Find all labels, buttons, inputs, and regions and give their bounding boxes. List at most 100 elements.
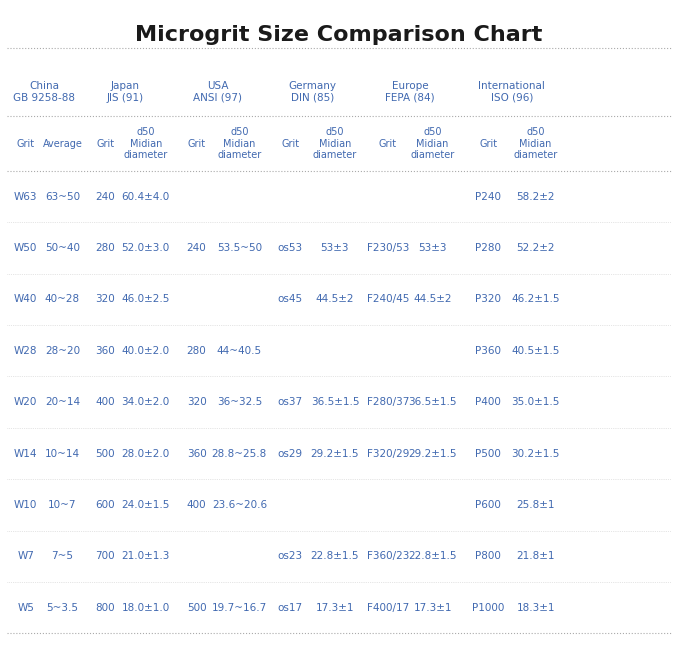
Text: 30.2±1.5: 30.2±1.5 [511, 448, 560, 459]
Text: 63~50: 63~50 [45, 192, 80, 202]
Text: 500: 500 [96, 448, 115, 459]
Text: d50
Midian
diameter: d50 Midian diameter [313, 127, 357, 160]
Text: P400: P400 [475, 397, 501, 407]
Text: 360: 360 [95, 346, 115, 356]
Text: d50
Midian
diameter: d50 Midian diameter [123, 127, 168, 160]
Text: 320: 320 [95, 294, 115, 304]
Text: os53: os53 [277, 243, 303, 253]
Text: os45: os45 [277, 294, 303, 304]
Text: P240: P240 [475, 192, 501, 202]
Text: W7: W7 [18, 551, 34, 561]
Text: Microgrit Size Comparison Chart: Microgrit Size Comparison Chart [136, 25, 542, 45]
Text: Grit: Grit [188, 139, 205, 148]
Text: 44~40.5: 44~40.5 [217, 346, 262, 356]
Text: Grit: Grit [379, 139, 397, 148]
Text: W63: W63 [14, 192, 37, 202]
Text: Europe
FEPA (84): Europe FEPA (84) [385, 81, 435, 103]
Text: USA
ANSI (97): USA ANSI (97) [193, 81, 242, 103]
Text: 36~32.5: 36~32.5 [217, 397, 262, 407]
Text: P360: P360 [475, 346, 501, 356]
Text: 23.6~20.6: 23.6~20.6 [212, 500, 267, 510]
Text: 320: 320 [186, 397, 207, 407]
Text: 280: 280 [95, 243, 115, 253]
Text: 21.0±1.3: 21.0±1.3 [121, 551, 170, 561]
Text: os23: os23 [277, 551, 303, 561]
Text: 19.7~16.7: 19.7~16.7 [212, 602, 267, 613]
Text: 53±3: 53±3 [321, 243, 349, 253]
Text: W14: W14 [14, 448, 37, 459]
Text: 600: 600 [96, 500, 115, 510]
Text: F230/53: F230/53 [367, 243, 409, 253]
Text: os37: os37 [277, 397, 303, 407]
Text: 7~5: 7~5 [52, 551, 73, 561]
Text: os17: os17 [277, 602, 303, 613]
Text: d50
Midian
diameter: d50 Midian diameter [217, 127, 262, 160]
Text: 44.5±2: 44.5±2 [316, 294, 354, 304]
Text: W28: W28 [14, 346, 37, 356]
Text: 52.2±2: 52.2±2 [517, 243, 555, 253]
Text: 240: 240 [95, 192, 115, 202]
Text: 60.4±4.0: 60.4±4.0 [121, 192, 170, 202]
Text: 400: 400 [187, 500, 206, 510]
Text: Grit: Grit [17, 139, 35, 148]
Text: Average: Average [43, 139, 82, 148]
Text: W40: W40 [14, 294, 37, 304]
Text: 10~7: 10~7 [48, 500, 77, 510]
Text: China
GB 9258-88: China GB 9258-88 [13, 81, 75, 103]
Text: 500: 500 [187, 602, 206, 613]
Text: 35.0±1.5: 35.0±1.5 [511, 397, 560, 407]
Text: 58.2±2: 58.2±2 [517, 192, 555, 202]
Text: 18.3±1: 18.3±1 [517, 602, 555, 613]
Text: F360/23: F360/23 [367, 551, 409, 561]
Text: Grit: Grit [281, 139, 299, 148]
Text: Japan
JIS (91): Japan JIS (91) [107, 81, 144, 103]
Text: 46.0±2.5: 46.0±2.5 [121, 294, 170, 304]
Text: 22.8±1.5: 22.8±1.5 [311, 551, 359, 561]
Text: W5: W5 [18, 602, 34, 613]
Text: W10: W10 [14, 500, 37, 510]
Text: 17.3±1: 17.3±1 [414, 602, 452, 613]
Text: 24.0±1.5: 24.0±1.5 [121, 500, 170, 510]
Text: 800: 800 [96, 602, 115, 613]
Text: P280: P280 [475, 243, 501, 253]
Text: 40.0±2.0: 40.0±2.0 [122, 346, 170, 356]
Text: 36.5±1.5: 36.5±1.5 [311, 397, 359, 407]
Text: 21.8±1: 21.8±1 [517, 551, 555, 561]
Text: 20~14: 20~14 [45, 397, 80, 407]
Text: 40.5±1.5: 40.5±1.5 [511, 346, 560, 356]
Text: 29.2±1.5: 29.2±1.5 [311, 448, 359, 459]
Text: 400: 400 [96, 397, 115, 407]
Text: 280: 280 [186, 346, 207, 356]
Text: Germany
DIN (85): Germany DIN (85) [289, 81, 336, 103]
Text: 46.2±1.5: 46.2±1.5 [511, 294, 560, 304]
Text: 28.0±2.0: 28.0±2.0 [121, 448, 170, 459]
Text: W50: W50 [14, 243, 37, 253]
Text: F240/45: F240/45 [367, 294, 409, 304]
Text: 36.5±1.5: 36.5±1.5 [408, 397, 457, 407]
Text: 29.2±1.5: 29.2±1.5 [408, 448, 457, 459]
Text: F280/37: F280/37 [367, 397, 409, 407]
Text: 34.0±2.0: 34.0±2.0 [121, 397, 170, 407]
Text: W20: W20 [14, 397, 37, 407]
Text: Grit: Grit [479, 139, 497, 148]
Text: 40~28: 40~28 [45, 294, 80, 304]
Text: 18.0±1.0: 18.0±1.0 [121, 602, 170, 613]
Text: 53.5~50: 53.5~50 [217, 243, 262, 253]
Text: os29: os29 [277, 448, 303, 459]
Text: d50
Midian
diameter: d50 Midian diameter [410, 127, 455, 160]
Text: 52.0±3.0: 52.0±3.0 [121, 243, 170, 253]
Text: F400/17: F400/17 [367, 602, 409, 613]
Text: 360: 360 [186, 448, 207, 459]
Text: 44.5±2: 44.5±2 [414, 294, 452, 304]
Text: International
ISO (96): International ISO (96) [479, 81, 545, 103]
Text: 50~40: 50~40 [45, 243, 80, 253]
Text: 25.8±1: 25.8±1 [517, 500, 555, 510]
Text: 17.3±1: 17.3±1 [316, 602, 354, 613]
Text: 22.8±1.5: 22.8±1.5 [408, 551, 457, 561]
Text: 28.8~25.8: 28.8~25.8 [212, 448, 267, 459]
Text: P800: P800 [475, 551, 501, 561]
Text: 28~20: 28~20 [45, 346, 80, 356]
Text: 240: 240 [186, 243, 207, 253]
Text: d50
Midian
diameter: d50 Midian diameter [513, 127, 558, 160]
Text: P320: P320 [475, 294, 501, 304]
